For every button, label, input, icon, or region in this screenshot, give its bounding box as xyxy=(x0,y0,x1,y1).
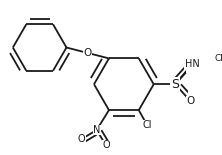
Text: O: O xyxy=(83,48,92,58)
Text: O: O xyxy=(186,62,195,72)
Text: Cl: Cl xyxy=(143,120,152,130)
Text: O: O xyxy=(186,96,195,106)
Text: HN: HN xyxy=(185,59,199,69)
Text: O: O xyxy=(102,140,110,150)
Text: CH₃: CH₃ xyxy=(215,54,222,63)
Text: S: S xyxy=(171,78,179,91)
Text: N: N xyxy=(93,125,100,135)
Text: O: O xyxy=(77,134,85,144)
